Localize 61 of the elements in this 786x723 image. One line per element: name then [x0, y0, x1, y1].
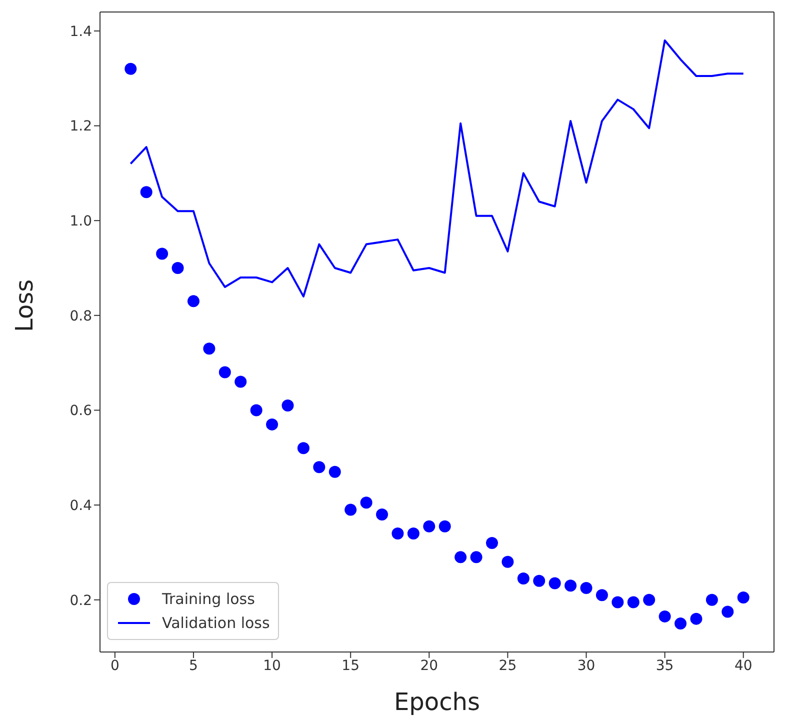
line-series [130, 39, 744, 298]
x-axis-title: Epochs [394, 688, 480, 716]
x-tick-label: 30 [577, 658, 596, 674]
point [423, 520, 436, 532]
x-tick-label: 40 [734, 658, 752, 674]
point [297, 442, 310, 454]
point [627, 596, 640, 608]
point [596, 589, 608, 602]
point [218, 366, 231, 378]
point [486, 536, 498, 549]
point [203, 342, 216, 355]
y-tick-label: 0.4 [70, 498, 92, 514]
x-tick-label: 15 [342, 658, 360, 674]
point [344, 504, 357, 516]
point [674, 618, 687, 630]
point [533, 574, 546, 587]
point [438, 520, 451, 532]
point [392, 527, 404, 540]
legend-label: Training loss [162, 590, 255, 608]
point [376, 508, 388, 521]
point [124, 62, 137, 75]
point [313, 461, 326, 474]
point [502, 556, 514, 568]
point [234, 376, 247, 388]
point [407, 527, 420, 540]
point [470, 551, 482, 564]
y-tick-label: 1.2 [70, 118, 92, 135]
point [454, 551, 467, 564]
point [282, 399, 294, 412]
point [172, 262, 184, 274]
point [643, 594, 656, 606]
x-tick-label: 25 [498, 658, 517, 674]
point [612, 596, 624, 608]
point [156, 248, 168, 260]
y-axis-title: Loss [10, 279, 39, 332]
point [517, 572, 530, 585]
point [580, 582, 592, 594]
point [690, 612, 702, 625]
point [266, 418, 278, 430]
y-tick-label: 0.8 [70, 308, 92, 324]
point [737, 591, 750, 604]
y-tick-label: 1.4 [70, 24, 92, 40]
point [658, 610, 671, 622]
y-tick-label: 1.0 [70, 214, 92, 230]
legend-label: Validation loss [162, 614, 270, 632]
point [250, 404, 262, 416]
x-tick-label: 10 [263, 658, 281, 674]
point [722, 606, 734, 618]
x-tick-label: 5 [189, 658, 198, 674]
point [140, 186, 152, 198]
point [706, 594, 718, 606]
x-tick-label: 20 [420, 658, 438, 674]
point [328, 466, 341, 478]
point [564, 580, 577, 592]
y-tick-label: 0.6 [70, 403, 92, 420]
point [360, 496, 372, 509]
x-tick-label: 35 [656, 658, 674, 674]
point [187, 295, 200, 308]
x-tick-label: 0 [110, 658, 120, 674]
y-tick-label: 0.2 [70, 592, 92, 609]
point [548, 577, 561, 590]
